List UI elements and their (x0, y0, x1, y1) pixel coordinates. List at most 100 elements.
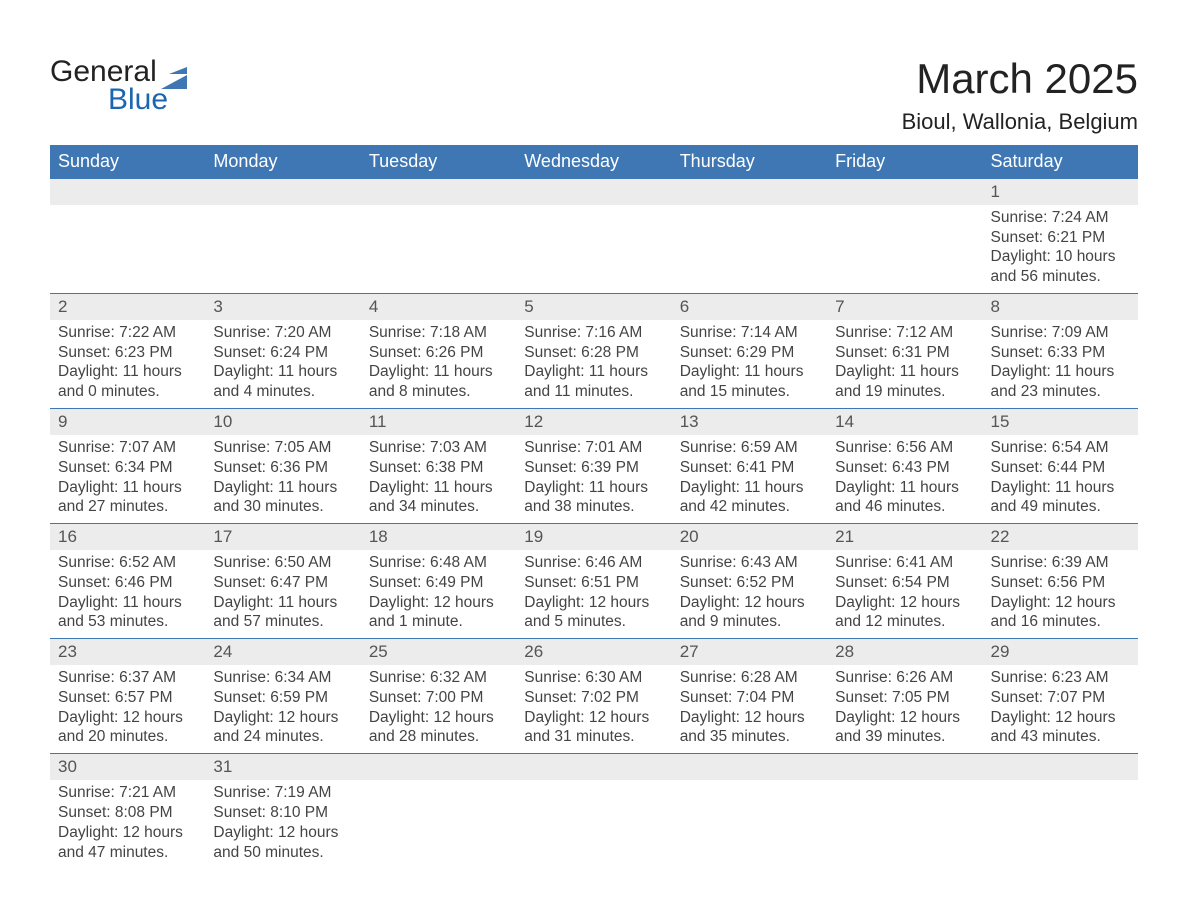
day-number-bar: 18 (361, 523, 516, 550)
sunrise-text: Sunrise: 7:18 AM (369, 323, 508, 343)
day-details: Sunrise: 6:26 AMSunset: 7:05 PMDaylight:… (827, 665, 982, 753)
day-number-bar: 13 (672, 408, 827, 435)
day-number-bar: 4 (361, 293, 516, 320)
day-number-bar: 29 (983, 638, 1138, 665)
day-number-bar: 23 (50, 638, 205, 665)
day-number-bar: 2 (50, 293, 205, 320)
day-number-bar: 27 (672, 638, 827, 665)
day-details (672, 780, 827, 865)
day-number-bar (827, 753, 982, 780)
sunrise-text: Sunrise: 7:03 AM (369, 438, 508, 458)
day-details: Sunrise: 6:30 AMSunset: 7:02 PMDaylight:… (516, 665, 671, 753)
sunrise-text: Sunrise: 6:54 AM (991, 438, 1130, 458)
day-cell: 27Sunrise: 6:28 AMSunset: 7:04 PMDayligh… (672, 638, 827, 753)
day-cell (827, 178, 982, 293)
sunset-text: Sunset: 6:56 PM (991, 573, 1130, 593)
day-cell: 20Sunrise: 6:43 AMSunset: 6:52 PMDayligh… (672, 523, 827, 638)
day-number-bar: 1 (983, 178, 1138, 205)
day-details: Sunrise: 6:52 AMSunset: 6:46 PMDaylight:… (50, 550, 205, 638)
sunrise-text: Sunrise: 7:21 AM (58, 783, 197, 803)
daylight-text: Daylight: 12 hours and 9 minutes. (680, 593, 819, 633)
header-row: General Blue March 2025 Bioul, Wallonia,… (50, 55, 1138, 135)
day-cell (205, 178, 360, 293)
day-details: Sunrise: 6:43 AMSunset: 6:52 PMDaylight:… (672, 550, 827, 638)
daylight-text: Daylight: 11 hours and 49 minutes. (991, 478, 1130, 518)
day-cell: 1Sunrise: 7:24 AMSunset: 6:21 PMDaylight… (983, 178, 1138, 293)
day-cell: 11Sunrise: 7:03 AMSunset: 6:38 PMDayligh… (361, 408, 516, 523)
day-cell: 17Sunrise: 6:50 AMSunset: 6:47 PMDayligh… (205, 523, 360, 638)
sunrise-text: Sunrise: 6:43 AM (680, 553, 819, 573)
day-details (50, 205, 205, 290)
day-number-bar: 14 (827, 408, 982, 435)
week-bar-row: 1Sunrise: 7:24 AMSunset: 6:21 PMDaylight… (50, 178, 1138, 293)
day-details: Sunrise: 6:56 AMSunset: 6:43 PMDaylight:… (827, 435, 982, 523)
sunset-text: Sunset: 6:52 PM (680, 573, 819, 593)
day-number-bar (361, 753, 516, 780)
day-cell: 8Sunrise: 7:09 AMSunset: 6:33 PMDaylight… (983, 293, 1138, 408)
day-number-bar: 21 (827, 523, 982, 550)
day-cell: 15Sunrise: 6:54 AMSunset: 6:44 PMDayligh… (983, 408, 1138, 523)
day-details (516, 780, 671, 865)
calendar-header-row: SundayMondayTuesdayWednesdayThursdayFrid… (50, 145, 1138, 178)
daylight-text: Daylight: 12 hours and 16 minutes. (991, 593, 1130, 633)
daylight-text: Daylight: 11 hours and 8 minutes. (369, 362, 508, 402)
day-cell: 2Sunrise: 7:22 AMSunset: 6:23 PMDaylight… (50, 293, 205, 408)
day-cell (516, 753, 671, 868)
sunset-text: Sunset: 7:02 PM (524, 688, 663, 708)
day-details: Sunrise: 7:22 AMSunset: 6:23 PMDaylight:… (50, 320, 205, 408)
day-details (205, 205, 360, 290)
day-number-bar: 8 (983, 293, 1138, 320)
daylight-text: Daylight: 11 hours and 11 minutes. (524, 362, 663, 402)
daylight-text: Daylight: 12 hours and 31 minutes. (524, 708, 663, 748)
day-cell (827, 753, 982, 868)
day-number-bar (205, 178, 360, 205)
sunrise-text: Sunrise: 7:14 AM (680, 323, 819, 343)
day-cell: 25Sunrise: 6:32 AMSunset: 7:00 PMDayligh… (361, 638, 516, 753)
sunset-text: Sunset: 6:38 PM (369, 458, 508, 478)
daylight-text: Daylight: 11 hours and 57 minutes. (213, 593, 352, 633)
daylight-text: Daylight: 11 hours and 30 minutes. (213, 478, 352, 518)
day-cell: 9Sunrise: 7:07 AMSunset: 6:34 PMDaylight… (50, 408, 205, 523)
day-number-bar: 19 (516, 523, 671, 550)
day-number-bar: 16 (50, 523, 205, 550)
day-details: Sunrise: 7:21 AMSunset: 8:08 PMDaylight:… (50, 780, 205, 868)
daylight-text: Daylight: 12 hours and 28 minutes. (369, 708, 508, 748)
sunset-text: Sunset: 6:49 PM (369, 573, 508, 593)
day-cell (361, 178, 516, 293)
sunrise-text: Sunrise: 7:20 AM (213, 323, 352, 343)
dayname-header: Saturday (983, 145, 1138, 178)
dayname-header: Wednesday (516, 145, 671, 178)
day-details: Sunrise: 7:05 AMSunset: 6:36 PMDaylight:… (205, 435, 360, 523)
day-cell: 19Sunrise: 6:46 AMSunset: 6:51 PMDayligh… (516, 523, 671, 638)
sunset-text: Sunset: 6:57 PM (58, 688, 197, 708)
day-cell (50, 178, 205, 293)
sunrise-text: Sunrise: 6:34 AM (213, 668, 352, 688)
day-cell: 6Sunrise: 7:14 AMSunset: 6:29 PMDaylight… (672, 293, 827, 408)
day-number-bar (983, 753, 1138, 780)
day-number-bar: 7 (827, 293, 982, 320)
day-number-bar: 3 (205, 293, 360, 320)
day-details: Sunrise: 6:37 AMSunset: 6:57 PMDaylight:… (50, 665, 205, 753)
sunrise-text: Sunrise: 6:48 AM (369, 553, 508, 573)
day-details (827, 205, 982, 290)
day-details: Sunrise: 6:28 AMSunset: 7:04 PMDaylight:… (672, 665, 827, 753)
brand-logo: General Blue (50, 55, 187, 117)
sunrise-text: Sunrise: 7:19 AM (213, 783, 352, 803)
day-number-bar: 12 (516, 408, 671, 435)
daylight-text: Daylight: 12 hours and 35 minutes. (680, 708, 819, 748)
day-details: Sunrise: 6:41 AMSunset: 6:54 PMDaylight:… (827, 550, 982, 638)
sunrise-text: Sunrise: 6:46 AM (524, 553, 663, 573)
page-title: March 2025 (902, 55, 1138, 103)
week-bar-row: 9Sunrise: 7:07 AMSunset: 6:34 PMDaylight… (50, 408, 1138, 523)
day-details: Sunrise: 6:34 AMSunset: 6:59 PMDaylight:… (205, 665, 360, 753)
sunrise-text: Sunrise: 7:05 AM (213, 438, 352, 458)
daylight-text: Daylight: 11 hours and 4 minutes. (213, 362, 352, 402)
day-number-bar: 17 (205, 523, 360, 550)
day-details: Sunrise: 7:07 AMSunset: 6:34 PMDaylight:… (50, 435, 205, 523)
daylight-text: Daylight: 11 hours and 42 minutes. (680, 478, 819, 518)
sunset-text: Sunset: 6:23 PM (58, 343, 197, 363)
day-cell: 31Sunrise: 7:19 AMSunset: 8:10 PMDayligh… (205, 753, 360, 868)
day-cell: 22Sunrise: 6:39 AMSunset: 6:56 PMDayligh… (983, 523, 1138, 638)
sunset-text: Sunset: 7:00 PM (369, 688, 508, 708)
sunset-text: Sunset: 6:36 PM (213, 458, 352, 478)
